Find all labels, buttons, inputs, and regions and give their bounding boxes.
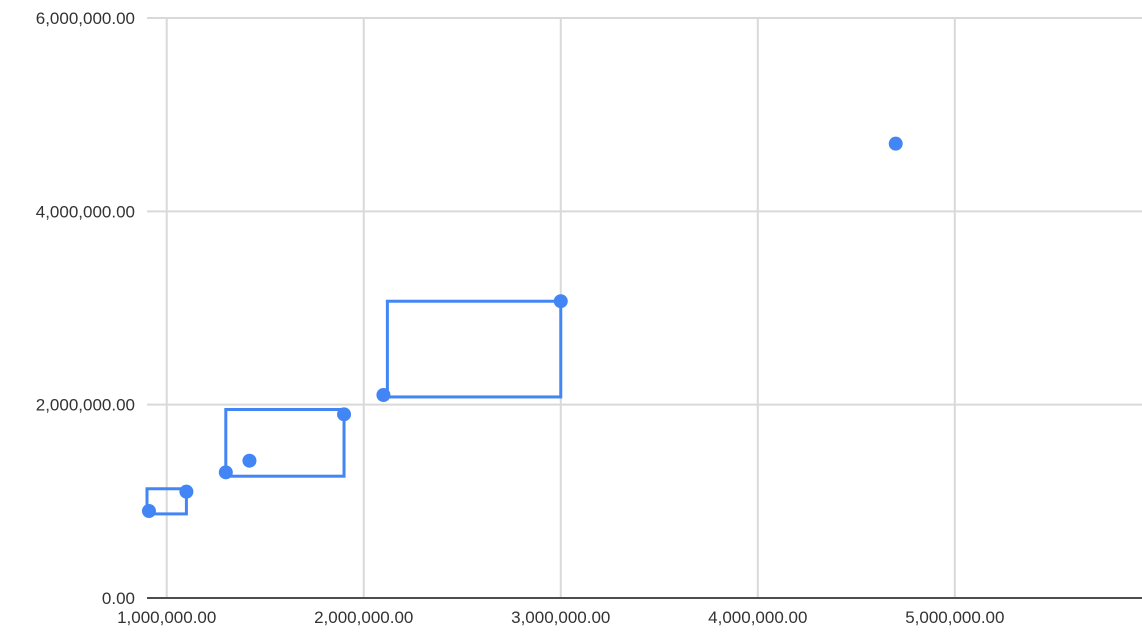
data-point — [242, 453, 257, 468]
y-tick-label: 2,000,000.00 — [36, 396, 135, 415]
data-point — [218, 465, 233, 480]
data-point — [888, 136, 903, 151]
data-point — [179, 484, 194, 499]
x-tick-label: 2,000,000.00 — [314, 608, 413, 627]
y-tick-label: 4,000,000.00 — [36, 202, 135, 221]
y-tick-label: 6,000,000.00 — [36, 9, 135, 28]
data-point — [337, 407, 352, 422]
data-point — [141, 504, 156, 518]
x-tick-label: 4,000,000.00 — [708, 608, 807, 627]
x-tick-label: 1,000,000.00 — [117, 608, 216, 627]
y-tick-label: 0.00 — [102, 589, 135, 608]
labels-layer: 0.00 2,000,000.00 4,000,000.00 6,000,000.00… — [36, 9, 1005, 627]
x-tick-label: 5,000,000.00 — [905, 608, 1004, 627]
annotation-box — [145, 487, 188, 516]
grid-layer — [147, 17, 1142, 598]
data-point — [553, 294, 568, 309]
annotation-layer — [145, 299, 563, 516]
annotation-box — [385, 299, 563, 399]
data-point — [376, 388, 391, 402]
x-tick-label: 3,000,000.00 — [511, 608, 610, 627]
points-layer — [141, 136, 903, 518]
annotation-box — [224, 408, 346, 478]
